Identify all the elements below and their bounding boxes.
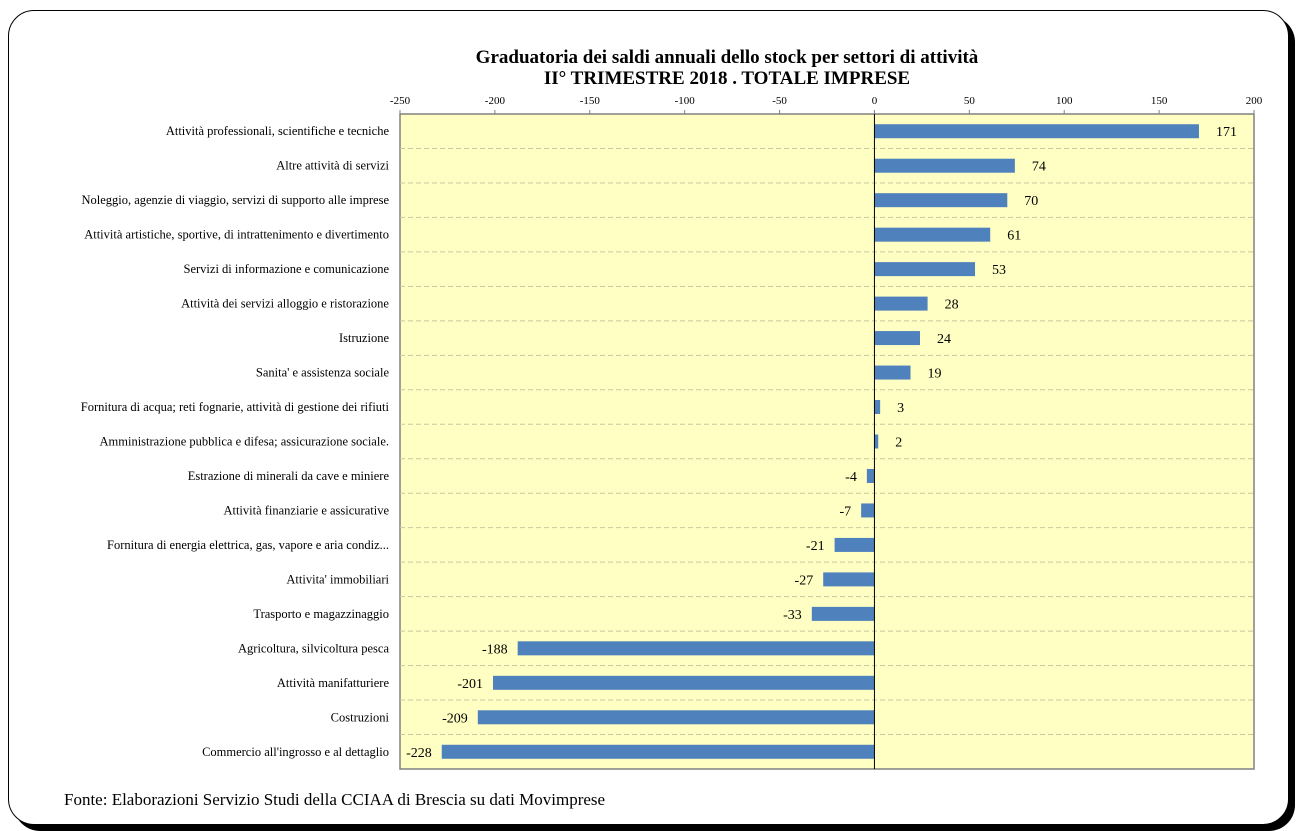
data-label: 3 (897, 401, 904, 416)
x-tick-label: 0 (872, 95, 878, 107)
data-label: -21 (806, 539, 825, 554)
category-label: Sanita' e assistenza sociale (256, 366, 390, 380)
x-tick-label: -150 (580, 95, 601, 107)
x-axis: -250 -200 -150 -100 -50 0 50 100 150 200 (390, 95, 1263, 114)
data-label: -27 (795, 573, 814, 588)
data-label: -209 (442, 711, 468, 726)
data-label: -4 (845, 470, 857, 485)
x-tick-label: -50 (772, 95, 787, 107)
data-label: -7 (839, 504, 851, 519)
category-label: Servizi di informazione e comunicazione (184, 262, 390, 276)
x-tick-label: 50 (964, 95, 976, 107)
data-label: 28 (945, 298, 959, 313)
data-label: 70 (1024, 194, 1038, 209)
data-label: -33 (783, 608, 802, 623)
bar (492, 675, 875, 690)
bar (874, 158, 1015, 173)
category-label: Attività manifatturiere (277, 676, 390, 690)
bars (441, 124, 1199, 759)
bar (874, 400, 881, 415)
bar (823, 572, 875, 587)
category-label: Istruzione (339, 331, 389, 345)
category-label: Attività finanziarie e assicurative (223, 503, 389, 517)
plot-area (399, 113, 1255, 770)
category-label: Attività professionali, scientifiche e t… (166, 124, 390, 138)
x-tick-label: 200 (1246, 95, 1263, 107)
bar (811, 606, 875, 621)
category-label: Trasporto e magazzinaggio (253, 607, 389, 621)
category-label: Attività artistiche, sportive, di intrat… (84, 228, 389, 242)
bar (874, 434, 879, 449)
gridlines (400, 147, 1254, 736)
category-label: Attivita' immobiliari (286, 572, 389, 586)
category-label: Fornitura di acqua; reti fognarie, attiv… (81, 400, 390, 414)
source-note: Fonte: Elaborazioni Servizio Studi della… (64, 790, 606, 809)
category-label: Estrazione di minerali da cave e miniere (188, 469, 390, 483)
bar (874, 227, 991, 242)
data-label: -228 (406, 746, 432, 761)
bar (874, 262, 976, 277)
data-labels: 171 74 70 61 53 28 24 19 3 2 -4 -7 -21 -27 -33 -188 -201… (406, 125, 1237, 761)
data-label: 19 (928, 367, 942, 382)
x-tick-label: -100 (675, 95, 696, 107)
data-label: -188 (482, 642, 508, 657)
data-label: 61 (1007, 229, 1021, 244)
category-label: Costruzioni (331, 710, 390, 724)
category-label: Commercio all'ingrosso e al dettaglio (202, 745, 389, 759)
bar (866, 468, 875, 483)
bar (874, 331, 920, 346)
bar (441, 744, 875, 759)
x-tick-label: -200 (485, 95, 506, 107)
bar (874, 296, 928, 311)
bar (874, 124, 1199, 139)
bar (517, 641, 875, 656)
bar (874, 193, 1008, 208)
category-label: Altre attività di servizi (276, 159, 389, 173)
category-label: Attività dei servizi alloggio e ristoraz… (181, 297, 389, 311)
x-tick-label: -250 (390, 95, 411, 107)
data-label: 74 (1032, 160, 1046, 175)
x-tick-label: 150 (1151, 95, 1168, 107)
data-label: 2 (895, 436, 902, 451)
category-label: Noleggio, agenzie di viaggio, servizi di… (81, 193, 389, 207)
category-label: Fornitura di energia elettrica, gas, vap… (107, 538, 389, 552)
chart-title: Graduatoria dei saldi annuali dello stoc… (476, 47, 979, 68)
data-label: 171 (1216, 125, 1237, 140)
bar (477, 710, 875, 725)
category-label: Agricoltura, silvicoltura pesca (238, 641, 389, 655)
x-tick-label: 100 (1056, 95, 1073, 107)
bar (874, 365, 911, 380)
data-label: 24 (937, 332, 951, 347)
category-labels: Attività professionali, scientifiche e t… (81, 124, 390, 759)
category-label: Amministrazione pubblica e difesa; assic… (100, 435, 389, 449)
bar (834, 537, 875, 552)
data-label: 53 (992, 263, 1006, 278)
data-label: -201 (457, 677, 483, 692)
chart-subtitle: II° TRIMESTRE 2018 . TOTALE IMPRESE (544, 68, 910, 89)
bar (861, 503, 875, 518)
